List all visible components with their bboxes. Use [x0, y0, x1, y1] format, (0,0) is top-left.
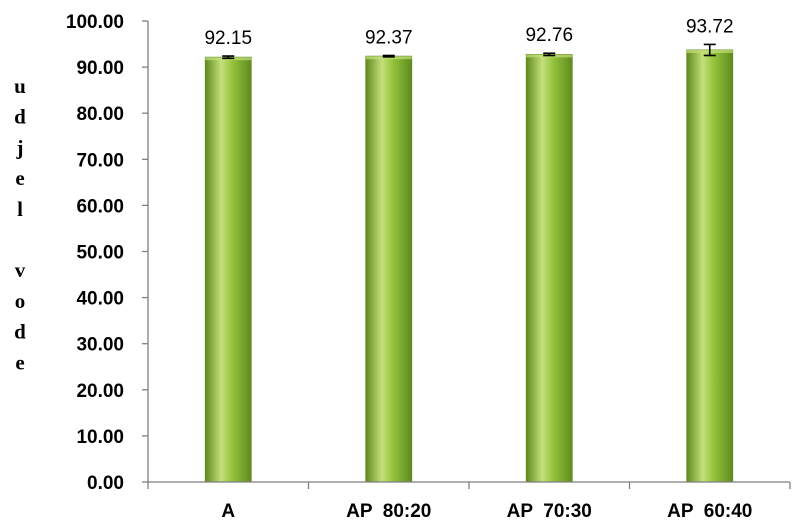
y-axis-label-char: e: [15, 166, 24, 190]
y-tick-label: 70.00: [76, 150, 124, 171]
y-tick-label: 40.00: [76, 289, 124, 310]
data-label: 92.76: [525, 25, 573, 46]
bar: [204, 56, 252, 483]
y-axis-label-char: u: [14, 74, 26, 98]
y-tick-label: 100.00: [66, 12, 124, 33]
y-tick-label: 90.00: [76, 58, 124, 79]
data-label: 92.37: [365, 27, 413, 48]
y-axis-label-char: d: [14, 105, 26, 129]
data-label: 92.15: [204, 28, 252, 49]
y-tick-label: 50.00: [76, 243, 124, 264]
y-tick-label: 30.00: [76, 335, 124, 356]
y-axis-label-char: d: [14, 320, 26, 344]
x-tick-label: A: [221, 501, 235, 522]
y-axis-label-char: e: [15, 350, 24, 374]
y-axis-label-char: j: [16, 135, 24, 159]
y-tick-label: 0.00: [87, 473, 124, 494]
y-axis-label-char: v: [15, 258, 26, 282]
x-tick-label: AP 60:40: [667, 501, 752, 522]
bar: [365, 55, 413, 483]
y-axis-label-char: o: [15, 289, 26, 313]
y-axis: 0.00 10.00 20.00 30.00 40.00 50.00 60.00 70.00 8…: [66, 12, 149, 494]
y-tick-label: 60.00: [76, 196, 124, 217]
bar-top-highlight: [365, 56, 412, 60]
x-tick-label: AP 70:30: [507, 501, 592, 522]
y-tick-label: 10.00: [76, 427, 124, 448]
data-label: 93.72: [686, 16, 734, 37]
bars: 92.15 92.37 92.76 93.72: [204, 16, 734, 483]
bar: [686, 49, 734, 483]
bar: [525, 53, 573, 483]
x-tick-label: AP 80:20: [346, 501, 431, 522]
y-tick-label: 80.00: [76, 104, 124, 125]
y-axis-label-char: l: [17, 197, 23, 221]
y-tick-label: 20.00: [76, 381, 124, 402]
x-axis: A AP 80:20 AP 70:30 AP 60:40: [147, 481, 791, 522]
